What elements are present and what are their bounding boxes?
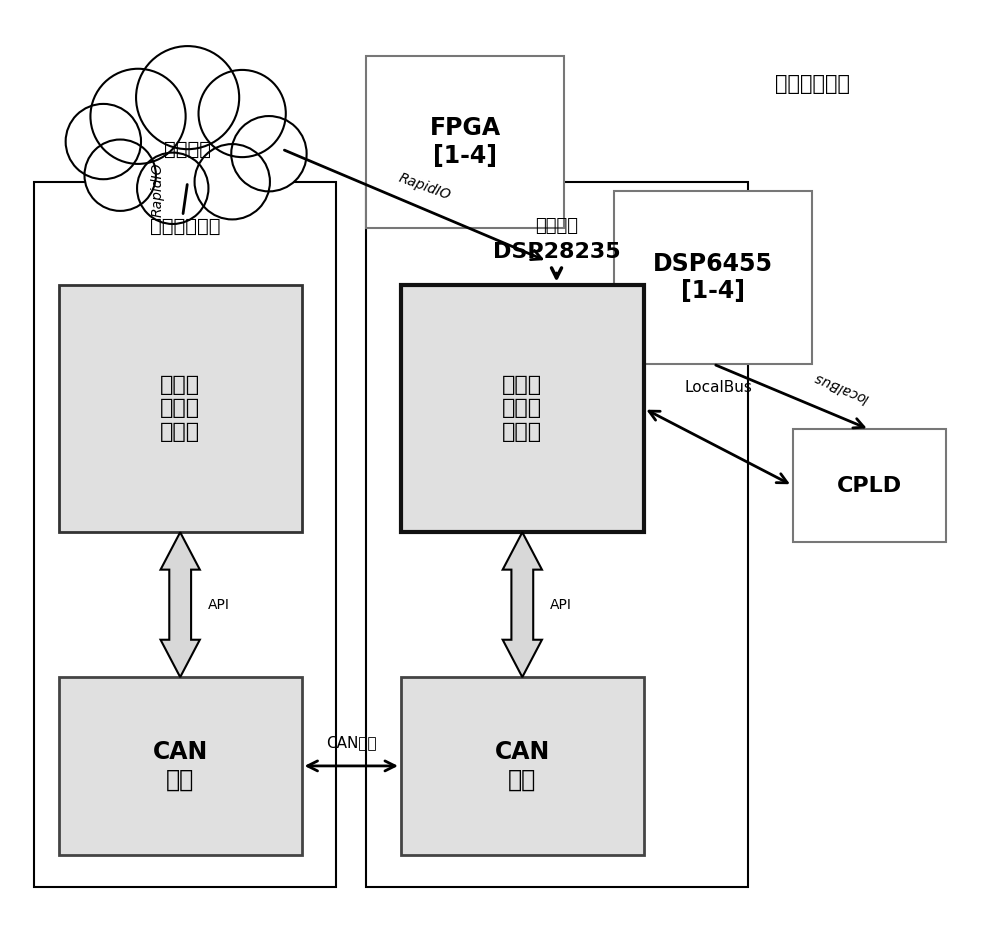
Text: 离散接口: 离散接口 (536, 217, 579, 235)
Text: DSP28235: DSP28235 (493, 241, 620, 262)
Ellipse shape (231, 116, 307, 191)
Bar (793, 429, 946, 541)
Ellipse shape (90, 69, 186, 164)
Text: API: API (550, 598, 572, 612)
Text: CAN
驱动: CAN 驱动 (495, 740, 550, 792)
Text: FPGA
[1-4]: FPGA [1-4] (430, 116, 501, 168)
Text: CAN总线: CAN总线 (326, 735, 377, 750)
Text: 系统控制模块: 系统控制模块 (150, 217, 220, 237)
Text: RapidIO: RapidIO (396, 171, 452, 203)
Text: CPLD: CPLD (837, 475, 902, 495)
Text: DSP6455
[1-4]: DSP6455 [1-4] (653, 252, 773, 304)
Polygon shape (161, 532, 200, 677)
Ellipse shape (66, 104, 141, 179)
Bar (59, 677, 302, 854)
Text: RapidIO: RapidIO (151, 162, 165, 217)
Ellipse shape (195, 144, 270, 220)
Ellipse shape (137, 153, 208, 224)
Bar (614, 191, 812, 364)
Bar (401, 677, 644, 854)
Text: 健康管
理软件
客户端: 健康管 理软件 客户端 (502, 375, 542, 441)
Bar (366, 56, 564, 228)
Bar (59, 285, 302, 532)
Ellipse shape (84, 140, 156, 211)
Text: 高速交换: 高速交换 (164, 140, 211, 158)
Text: localBus: localBus (811, 370, 870, 405)
Text: LocalBus: LocalBus (684, 380, 752, 395)
Polygon shape (503, 532, 542, 677)
Text: CAN
驱动: CAN 驱动 (153, 740, 208, 792)
Ellipse shape (98, 102, 277, 196)
Text: 信号处理模块: 信号处理模块 (775, 74, 850, 93)
Bar (401, 285, 644, 532)
Ellipse shape (199, 70, 286, 157)
Text: 健康管
理软件
主机端: 健康管 理软件 主机端 (160, 375, 200, 441)
Text: API: API (208, 598, 230, 612)
Bar (34, 182, 336, 887)
Ellipse shape (136, 46, 239, 149)
Bar (366, 182, 748, 887)
